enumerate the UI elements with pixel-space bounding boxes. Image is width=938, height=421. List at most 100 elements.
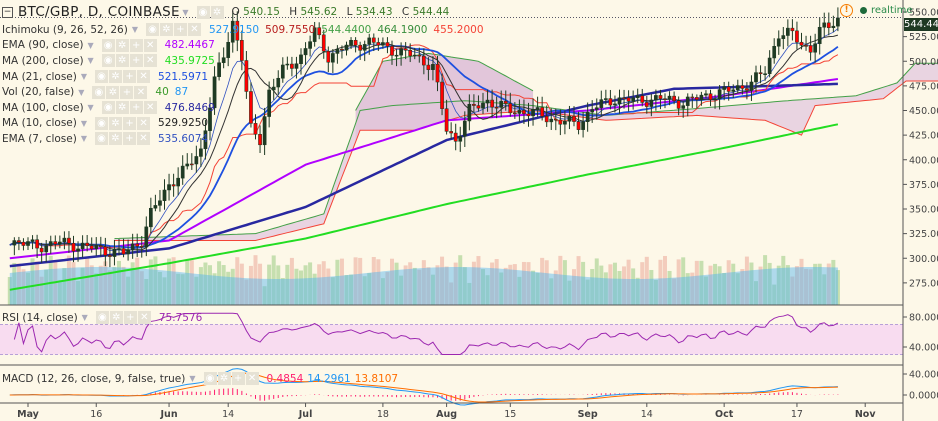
plus-icon[interactable]: + [173,23,187,37]
plus-icon[interactable]: + [231,372,245,385]
indicator-name[interactable]: MA (10, close) [2,117,77,130]
high-label: H [289,6,298,18]
gear-icon[interactable]: ✲ [210,5,224,19]
close-icon[interactable]: ✕ [137,311,151,324]
eye-icon[interactable]: ◉ [95,311,109,324]
chevron-down-icon[interactable]: ▼ [80,72,88,82]
eye-icon[interactable]: ◉ [95,70,109,84]
close-icon[interactable]: ✕ [143,54,157,68]
plus-icon[interactable]: + [123,70,137,84]
plus-icon[interactable]: + [120,85,134,99]
indicator-name[interactable]: EMA (7, close) [2,132,77,145]
candle-body [376,42,381,46]
plus-icon[interactable]: + [122,132,136,146]
gear-icon[interactable]: ✲ [115,38,129,52]
plus-icon[interactable]: + [123,116,137,130]
chevron-down-icon[interactable]: ▼ [78,87,85,97]
close-icon[interactable]: ✕ [137,70,151,84]
volume-bar [776,265,781,305]
volume-bar [294,268,299,305]
eye-icon[interactable]: ◉ [101,54,115,68]
close-icon[interactable]: ✕ [143,38,157,52]
indicator-name[interactable]: Vol (20, false) [2,86,75,99]
indicator-name[interactable]: MA (200, close) [2,54,84,67]
chevron-down-icon[interactable]: ▼ [80,118,88,128]
gear-icon[interactable]: ✲ [108,132,122,146]
chevron-down-icon[interactable]: ▼ [87,56,94,66]
volume-bar [471,261,476,305]
volume-bar [690,272,695,305]
gear-icon[interactable]: ✲ [109,70,123,84]
indicator-name[interactable]: MA (21, close) [2,70,77,83]
chevron-down-icon[interactable]: ▼ [189,374,196,383]
candle-body [804,45,808,47]
chevron-down-icon[interactable]: ▼ [81,313,88,322]
candle-body [635,95,640,99]
candle-body [563,121,567,125]
candle-body [253,123,258,135]
eye-icon[interactable]: ◉ [101,101,115,115]
chevron-down-icon[interactable]: ▼ [179,7,189,17]
gear-icon[interactable]: ✲ [159,23,173,37]
volume-bar [308,262,313,305]
price-tick-label: 550.00 [909,8,938,19]
gear-icon[interactable]: ✲ [115,101,129,115]
gear-icon[interactable]: ✲ [217,372,231,385]
volume-bar [485,275,490,305]
close-icon[interactable]: ✕ [245,372,259,385]
eye-icon[interactable]: ◉ [92,85,106,99]
candle-body [831,25,836,28]
gear-icon[interactable]: ✲ [115,54,129,68]
candle-body [244,60,249,92]
volume-bar [112,267,117,305]
eye-icon[interactable]: ◉ [145,23,159,37]
candle-body [35,239,39,249]
close-icon[interactable]: ✕ [187,23,201,37]
candle-body [85,242,90,246]
chevron-down-icon[interactable]: ▼ [87,40,94,50]
indicator-name[interactable]: Ichimoku (9, 26, 52, 26) [2,23,128,36]
warning-icon[interactable]: ! [840,4,853,17]
symbol-title[interactable]: BTC/GBP, D, COINBASE [18,4,180,20]
volume-bar [71,262,76,305]
eye-icon[interactable]: ◉ [94,132,108,146]
plus-icon[interactable]: + [129,101,143,115]
close-icon[interactable]: ✕ [137,116,151,130]
eye-icon[interactable]: ◉ [101,38,115,52]
volume-bar [731,263,736,305]
gear-icon[interactable]: ✲ [106,85,120,99]
rsi-name[interactable]: RSI (14, close) [2,311,78,324]
chevron-down-icon[interactable]: ▼ [80,134,87,144]
plus-icon[interactable]: + [129,38,143,52]
gear-icon[interactable]: ✲ [109,116,123,130]
volume-bar [385,272,390,305]
indicator-name[interactable]: MA (100, close) [2,101,84,114]
gear-icon[interactable]: ✲ [109,311,123,324]
indicator-name[interactable]: EMA (90, close) [2,39,84,52]
macd-tick-label: 40.0000 [909,370,938,381]
close-icon[interactable]: ✕ [136,132,150,146]
eye-icon[interactable]: ◉ [203,372,217,385]
rsi-tick-label: 80.0000 [909,313,938,324]
eye-icon[interactable]: ◉ [95,116,109,130]
volume-bar [335,259,340,305]
candle-body [130,243,135,250]
macd-name[interactable]: MACD (12, 26, close, 9, false, true) [2,372,186,385]
collapse-icon[interactable]: − [2,6,13,18]
candle-body [149,207,153,228]
candle-body [399,48,403,56]
close-icon[interactable]: ✕ [143,101,157,115]
close-icon[interactable]: ✕ [134,85,148,99]
candle-body [189,163,194,166]
chevron-down-icon[interactable]: ▼ [87,103,94,113]
plus-icon[interactable]: + [129,54,143,68]
candle-body [667,95,672,100]
candle-body [285,63,290,66]
eye-icon[interactable]: ◉ [196,5,210,19]
volume-bar [180,274,185,305]
volume-bar [699,260,704,305]
indicator-legend-row: MA (21, close) ▼ ◉ ✲ + ✕ 521.5971 [2,69,490,85]
plus-icon[interactable]: + [123,311,137,324]
chevron-down-icon[interactable]: ▼ [131,25,138,35]
